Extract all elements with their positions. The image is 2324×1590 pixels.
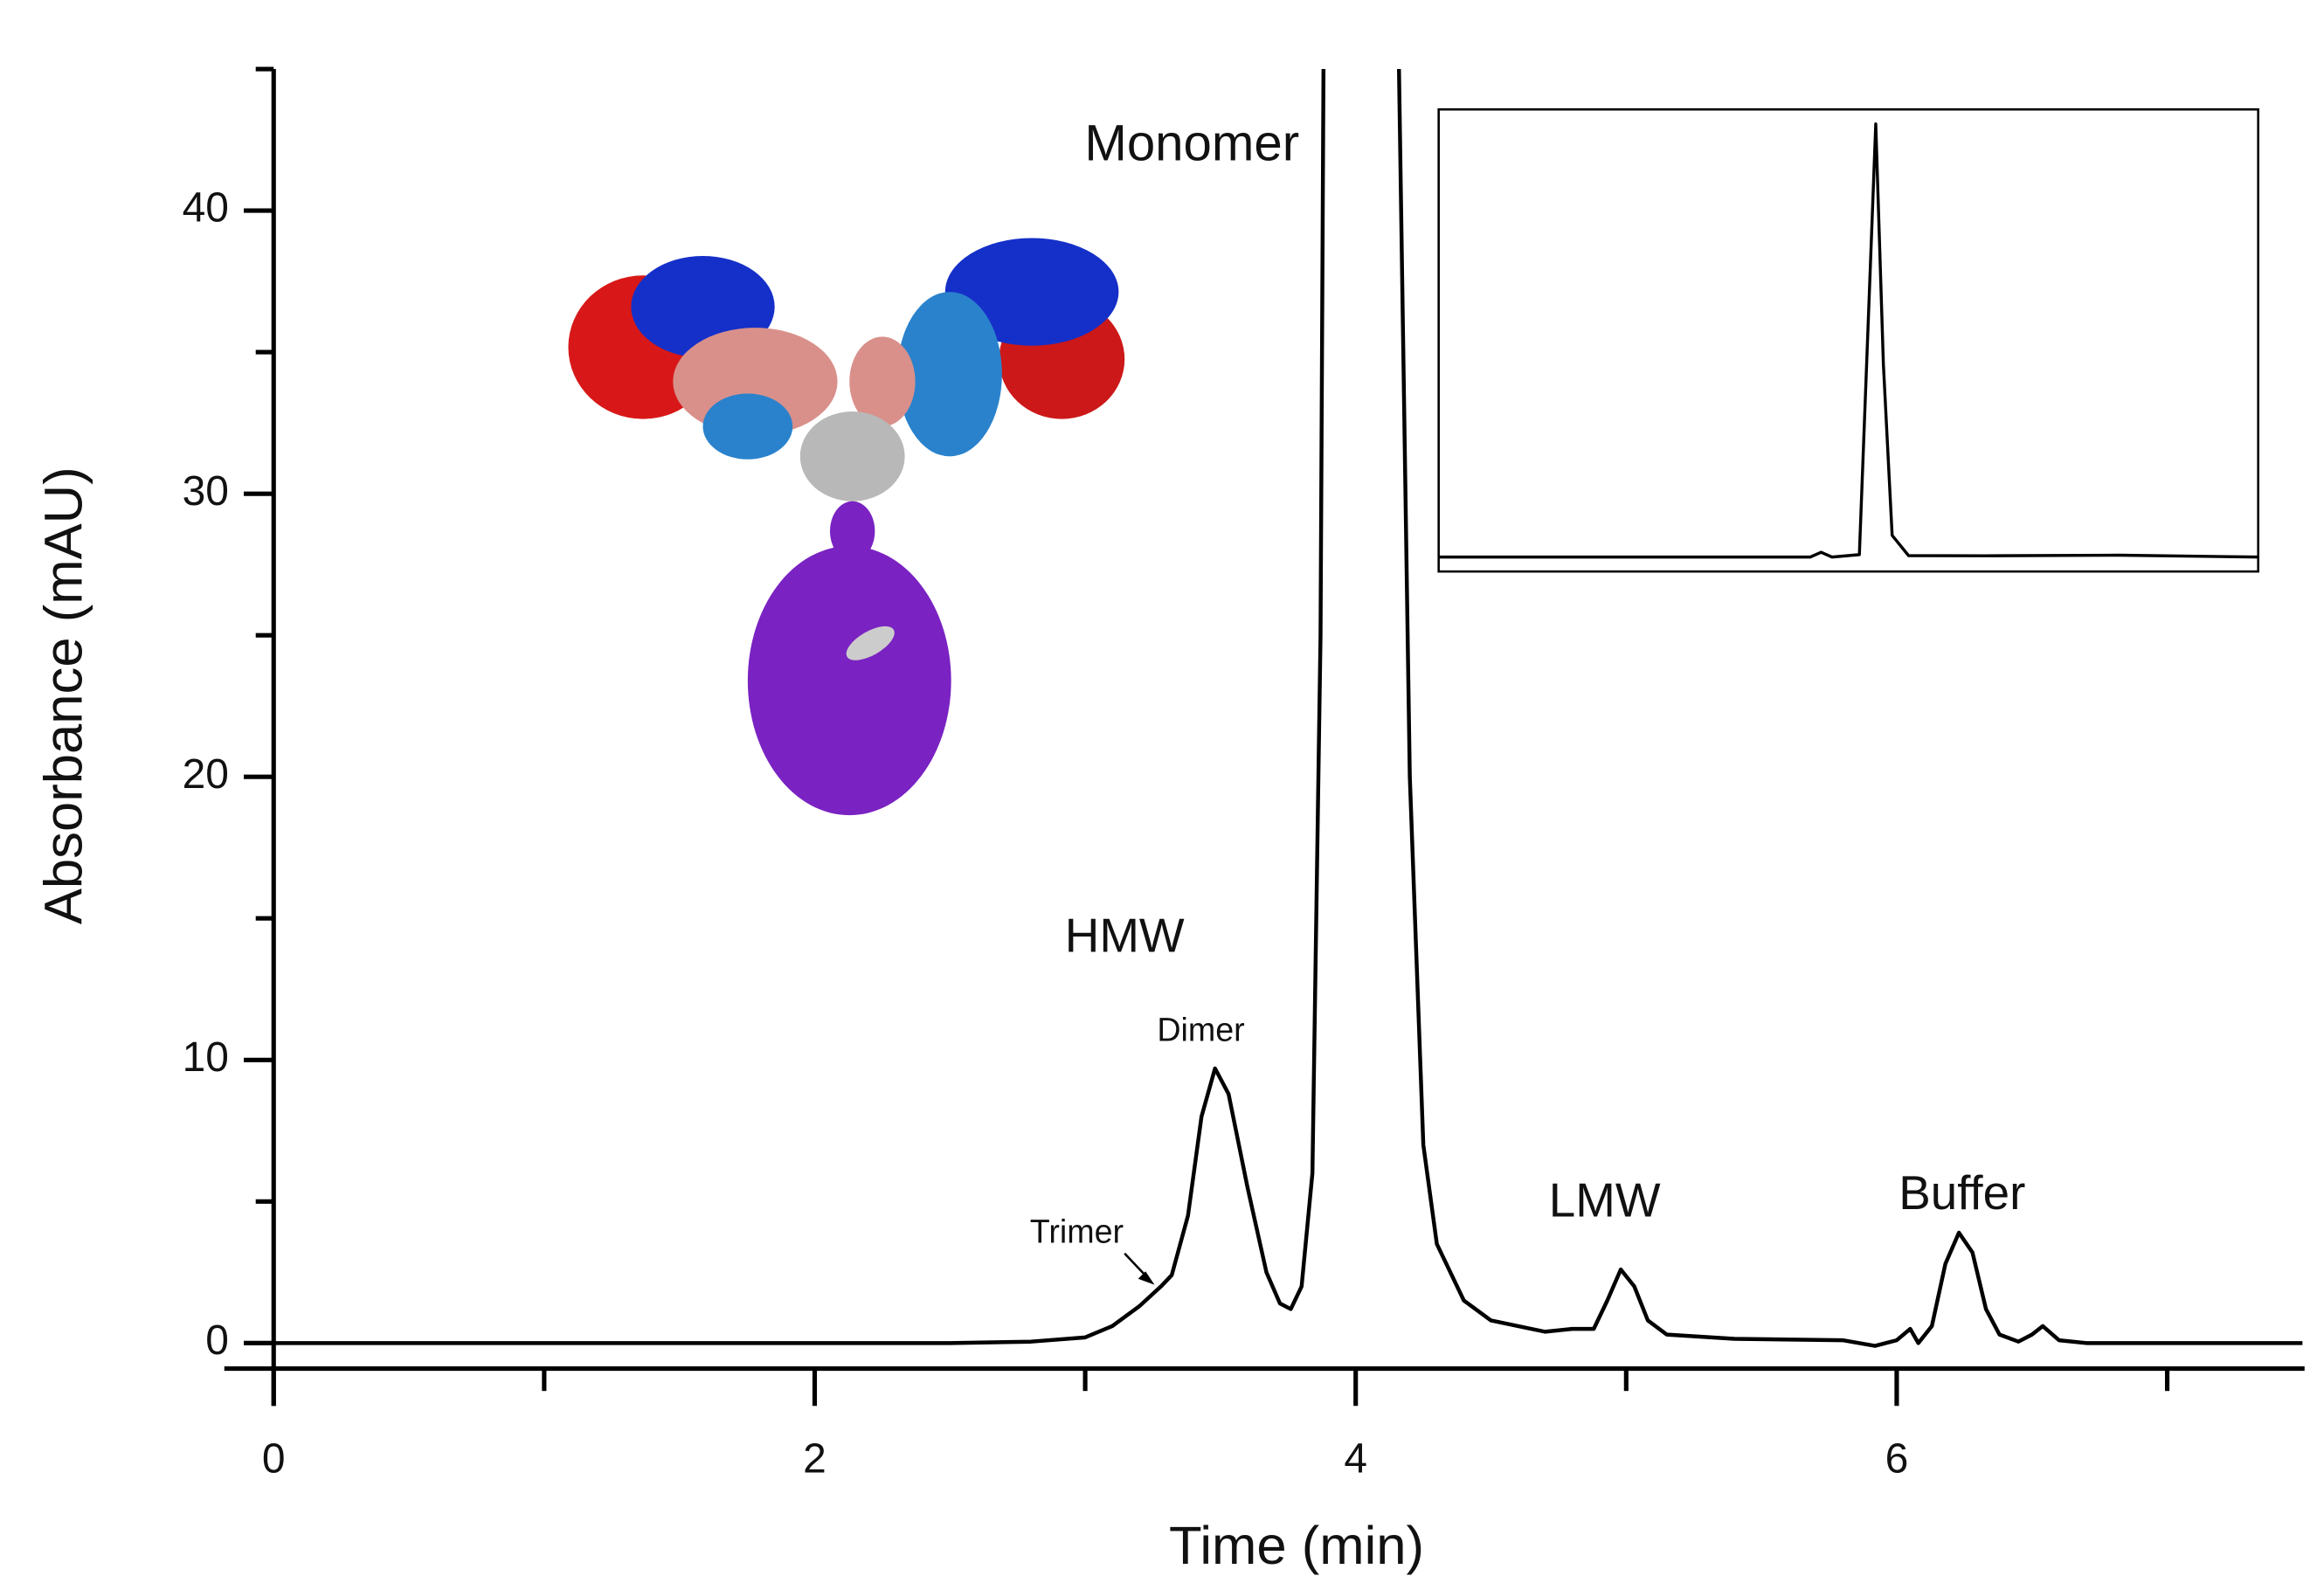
- x-tick-label: 0: [262, 1435, 286, 1482]
- y-tick-label: 30: [183, 468, 229, 515]
- annotation: Trimer: [1030, 1213, 1124, 1249]
- annotation: Monomer: [1084, 114, 1299, 171]
- x-tick-label: 4: [1344, 1435, 1367, 1482]
- data-line: [273, 69, 2303, 1348]
- y-tick-label: 20: [183, 751, 229, 798]
- antibody-illustration: [568, 238, 1125, 816]
- annotation: LMW: [1549, 1173, 1661, 1227]
- y-tick-label: 40: [183, 185, 229, 232]
- data-line: [1438, 122, 2258, 559]
- y-axis-title: Absorbance (mAU): [33, 467, 93, 924]
- inset-frame: [1437, 107, 2259, 573]
- x-axis-title: Time (min): [1169, 1516, 1424, 1576]
- annotation: HMW: [1065, 909, 1185, 963]
- annotation-arrowhead: [1138, 1271, 1155, 1285]
- y-tick-label: 0: [205, 1317, 229, 1364]
- x-tick-label: 6: [1885, 1435, 1909, 1482]
- annotation: Buffer: [1899, 1165, 2025, 1220]
- x-tick-label: 2: [803, 1435, 827, 1482]
- y-tick-label: 10: [183, 1034, 229, 1081]
- annotation: Dimer: [1157, 1011, 1244, 1047]
